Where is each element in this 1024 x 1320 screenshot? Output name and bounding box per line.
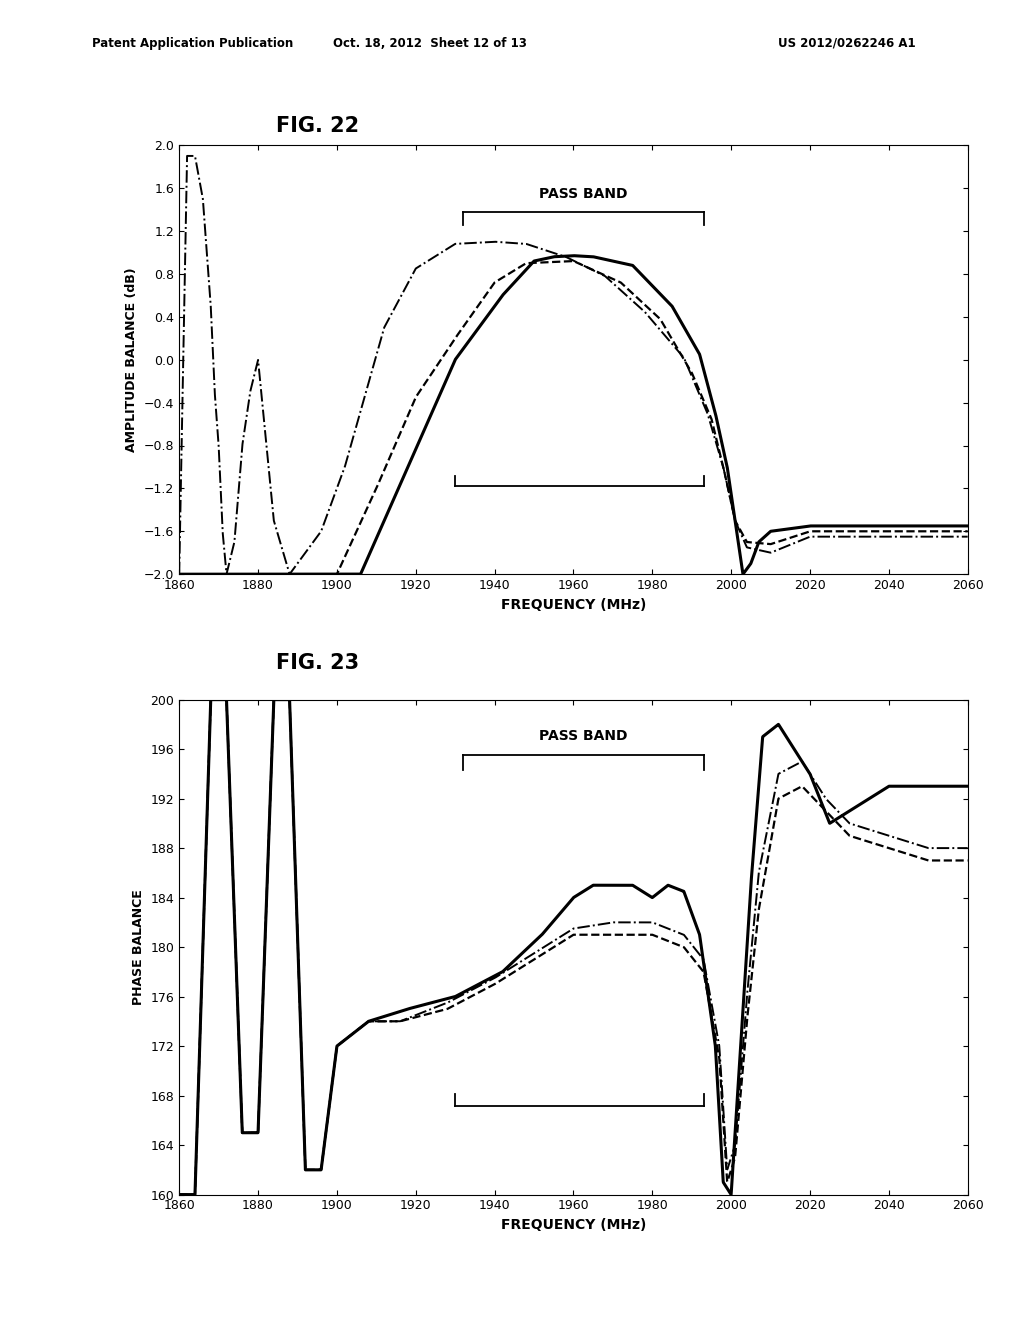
Text: PASS BAND: PASS BAND: [539, 187, 628, 201]
Text: Oct. 18, 2012  Sheet 12 of 13: Oct. 18, 2012 Sheet 12 of 13: [333, 37, 527, 50]
Text: FIG. 22: FIG. 22: [276, 116, 359, 136]
Text: FIG. 23: FIG. 23: [276, 653, 359, 673]
X-axis label: FREQUENCY (MHz): FREQUENCY (MHz): [501, 1218, 646, 1232]
Text: Patent Application Publication: Patent Application Publication: [92, 37, 294, 50]
Text: US 2012/0262246 A1: US 2012/0262246 A1: [778, 37, 915, 50]
Y-axis label: PHASE BALANCE: PHASE BALANCE: [132, 890, 145, 1005]
X-axis label: FREQUENCY (MHz): FREQUENCY (MHz): [501, 598, 646, 611]
Y-axis label: AMPLITUDE BALANCE (dB): AMPLITUDE BALANCE (dB): [125, 268, 138, 451]
Text: PASS BAND: PASS BAND: [539, 729, 628, 743]
